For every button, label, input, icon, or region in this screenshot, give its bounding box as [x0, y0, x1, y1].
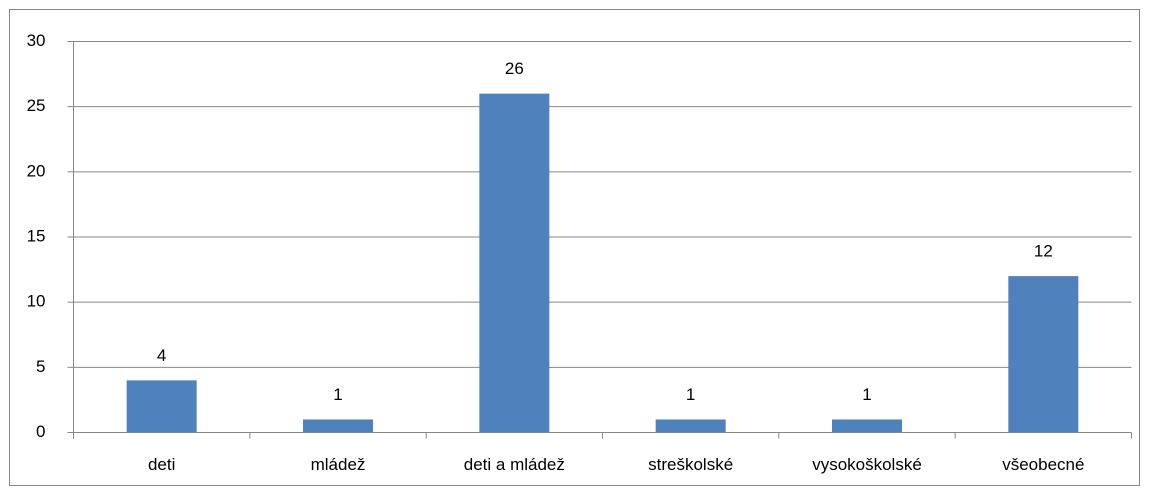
bar — [303, 419, 373, 433]
data-label: 1 — [686, 385, 695, 404]
y-tick-label: 10 — [27, 292, 46, 311]
x-tick-label: deti a mládež — [464, 455, 565, 474]
bar — [832, 419, 902, 433]
bar — [655, 419, 726, 433]
x-tick-label: mládež — [311, 455, 366, 474]
chart-border — [9, 9, 1140, 486]
data-label: 1 — [333, 385, 342, 404]
y-tick-label: 30 — [27, 31, 46, 50]
bar — [1008, 276, 1079, 433]
x-tick-label: streškolské — [648, 455, 733, 474]
bar — [126, 380, 197, 433]
data-label: 4 — [157, 346, 166, 365]
y-tick-label: 15 — [27, 226, 46, 245]
x-tick-label: všeobecné — [1002, 455, 1084, 474]
data-label: 1 — [862, 385, 871, 404]
data-label: 26 — [505, 59, 524, 78]
y-tick-label: 25 — [27, 96, 46, 115]
y-tick-label: 20 — [27, 161, 46, 180]
y-tick-label: 5 — [36, 357, 45, 376]
x-tick-label: deti — [148, 455, 175, 474]
y-tick-label: 0 — [36, 422, 45, 441]
bar — [479, 93, 550, 433]
x-tick-label: vysokoškolské — [812, 455, 922, 474]
data-label: 12 — [1034, 242, 1053, 261]
